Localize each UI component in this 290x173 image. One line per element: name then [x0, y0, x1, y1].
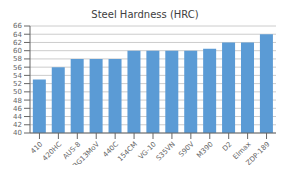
svg-text:58: 58: [13, 55, 22, 63]
svg-text:56: 56: [13, 64, 22, 72]
svg-text:52: 52: [13, 80, 22, 88]
svg-text:S35VN: S35VN: [155, 140, 177, 162]
svg-text:S90V: S90V: [177, 140, 196, 159]
svg-text:44: 44: [13, 113, 22, 121]
svg-text:62: 62: [13, 39, 22, 47]
svg-text:AUS-8: AUS-8: [61, 140, 83, 161]
svg-text:42: 42: [13, 121, 22, 129]
svg-text:54: 54: [13, 72, 22, 80]
svg-text:48: 48: [13, 97, 22, 105]
svg-text:BG13MoV: BG13MoV: [71, 140, 101, 165]
svg-text:420HC: 420HC: [41, 140, 63, 162]
svg-text:410: 410: [29, 140, 44, 155]
svg-text:40: 40: [13, 129, 22, 137]
svg-text:60: 60: [13, 47, 22, 55]
svg-text:66: 66: [13, 22, 22, 30]
svg-text:154CM: 154CM: [116, 140, 139, 163]
svg-text:Elmax: Elmax: [231, 140, 253, 162]
svg-text:440C: 440C: [101, 140, 121, 159]
svg-text:46: 46: [13, 105, 22, 113]
svg-text:64: 64: [13, 31, 22, 39]
svg-text:M390: M390: [195, 140, 214, 159]
html-text:Steel Hardness (HRC): Steel Hardness (HRC): [91, 9, 199, 20]
svg-text:50: 50: [13, 88, 22, 96]
svg-text:ZDP-189: ZDP-189: [244, 140, 271, 165]
svg-text:D2: D2: [221, 140, 234, 153]
svg-text:VG-10: VG-10: [137, 140, 158, 162]
